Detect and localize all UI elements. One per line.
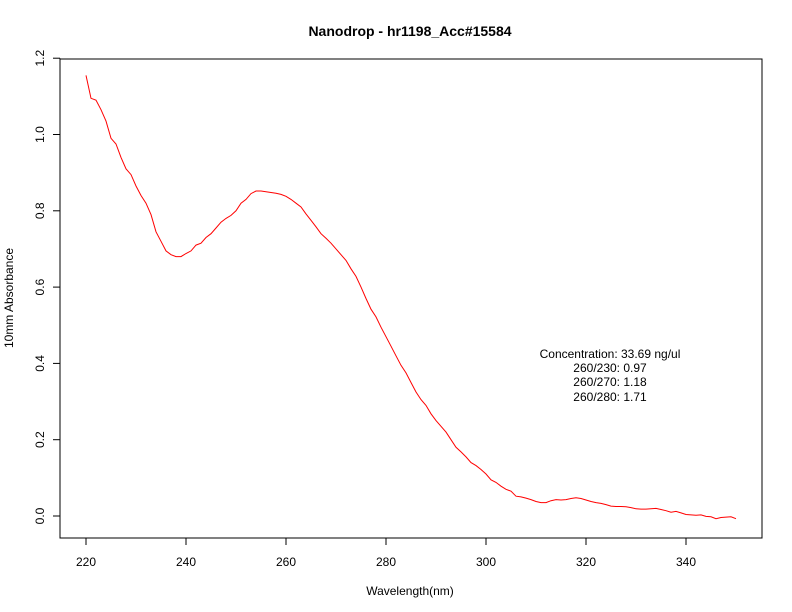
x-axis-label: Wavelength(nm)	[366, 584, 454, 598]
x-tick-label: 300	[476, 555, 496, 569]
x-tick-label: 340	[676, 555, 696, 569]
absorbance-line	[85, 75, 737, 520]
x-tick-label: 220	[76, 555, 96, 569]
y-axis-label: 10mm Absorbance	[2, 248, 16, 348]
y-tick-label: 1.0	[33, 126, 47, 143]
x-tick-label: 260	[276, 555, 296, 569]
ratio-annotation: Concentration: 33.69 ng/ul 260/230: 0.97…	[540, 347, 681, 404]
y-tick-label: 0.6	[33, 278, 47, 295]
annotation-260-280: 260/280: 1.71	[573, 390, 647, 404]
y-tick-label: 0.8	[33, 202, 47, 219]
annotation-260-270: 260/270: 1.18	[573, 375, 647, 389]
x-tick-label: 240	[176, 555, 196, 569]
x-tick-label: 320	[576, 555, 596, 569]
annotation-260-230: 260/230: 0.97	[573, 361, 647, 375]
y-tick-label: 0.4	[33, 355, 47, 372]
annotation-concentration: Concentration: 33.69 ng/ul	[540, 347, 681, 361]
x-tick-label: 280	[376, 555, 396, 569]
y-axis: 0.0 0.2 0.4 0.6 0.8 1.0 1.2	[33, 50, 61, 524]
chart-title: Nanodrop - hr1198_Acc#15584	[308, 23, 511, 39]
y-tick-label: 1.2	[33, 50, 47, 67]
y-tick-label: 0.2	[33, 431, 47, 448]
x-axis: 220 240 260 280 300 320 340	[76, 537, 696, 569]
plot-frame	[59, 58, 763, 539]
y-tick-label: 0.0	[33, 507, 47, 524]
